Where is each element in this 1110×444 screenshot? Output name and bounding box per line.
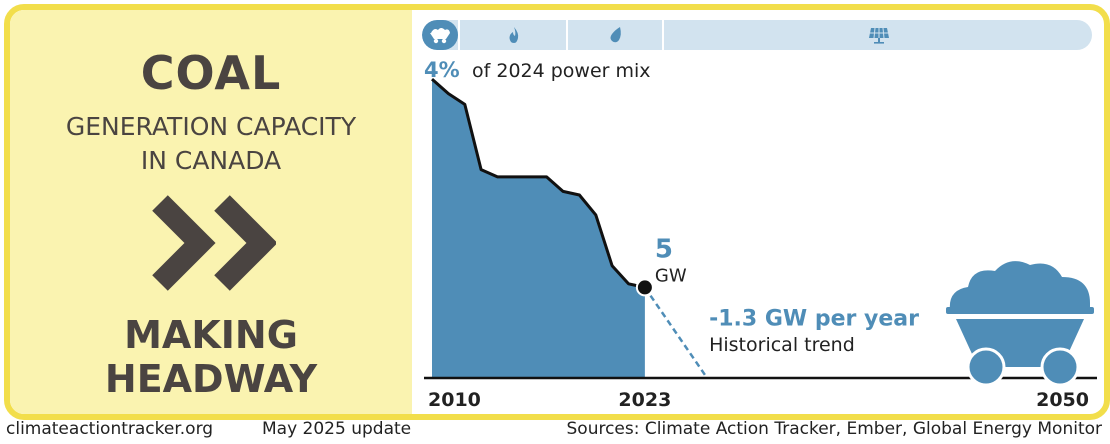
rating-label: MAKING HEADWAY <box>10 313 412 401</box>
sector-title: COAL <box>140 46 282 100</box>
water-drop-icon <box>610 27 621 43</box>
current-unit-label: GW <box>655 265 687 286</box>
capacity-chart: 5GW -1.3 GW per year Historical trend 2010 2… <box>424 77 1097 411</box>
solar-panel-icon <box>869 27 889 44</box>
power-mix-label: of 2024 power mix <box>472 60 651 82</box>
mix-segment-renewables <box>662 20 1092 50</box>
power-mix-share: 4% <box>424 58 460 82</box>
infographic-card: COAL GENERATION CAPACITY IN CANADA MAKIN… <box>4 4 1110 420</box>
coal-cart-icon <box>946 261 1094 387</box>
left-panel: COAL GENERATION CAPACITY IN CANADA MAKIN… <box>10 10 412 414</box>
x-tick-label-2010: 2010 <box>428 389 481 411</box>
trend-projection-line <box>643 286 709 379</box>
historical-capacity-line <box>431 77 646 289</box>
double-chevron-right-icon <box>152 195 276 291</box>
mix-segment-hydro <box>566 20 664 50</box>
sector-subtitle: GENERATION CAPACITY IN CANADA <box>10 110 412 178</box>
x-tick-label-2023: 2023 <box>618 389 671 411</box>
trend-rate-label: -1.3 GW per year <box>709 306 919 331</box>
historical-capacity-area <box>432 79 645 378</box>
gas-flame-icon <box>509 27 519 43</box>
power-mix-bar <box>422 20 1092 50</box>
coal-icon <box>430 28 450 44</box>
x-tick-label-2050: 2050 <box>1036 389 1089 411</box>
subtitle-line-2: IN CANADA <box>140 146 282 175</box>
mix-segment-gas <box>458 20 568 50</box>
subtitle-line-1: GENERATION CAPACITY <box>65 112 357 141</box>
footer-sources: Sources: Climate Action Tracker, Ember, … <box>566 419 1103 439</box>
current-value-point <box>635 278 654 297</box>
rating-line-2: HEADWAY <box>104 357 318 401</box>
rating-line-1: MAKING <box>124 313 298 357</box>
trend-sublabel: Historical trend <box>709 334 855 356</box>
mix-segment-coal <box>422 20 458 50</box>
footer-update: May 2025 update <box>262 419 412 439</box>
current-value-label: 5 <box>655 234 673 264</box>
footer-site: climateactiontracker.org <box>6 419 214 439</box>
